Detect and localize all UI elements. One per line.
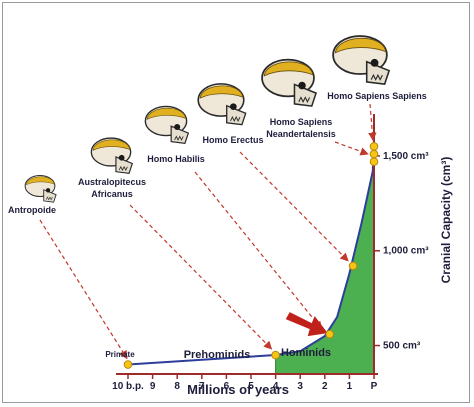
data-point-marker [369, 149, 379, 159]
skull-brain-fill [199, 85, 244, 99]
annotation-homo-erectus: Homo Erectus [202, 135, 263, 145]
data-point-marker [348, 261, 358, 271]
y-tick-label: 500 cm³ [383, 341, 421, 352]
skull-brain-fill [92, 139, 131, 151]
x-tick-label: P [371, 381, 378, 392]
y-tick-label: 1,000 cm³ [383, 246, 429, 257]
skull-brain-fill [146, 107, 187, 120]
cranial-capacity-curve [127, 146, 375, 366]
data-point-marker [123, 360, 133, 369]
australopitecus-skull-icon [90, 137, 134, 174]
region-label-hominids: Hominids [281, 347, 331, 359]
red-highlight-arrow [285, 312, 328, 337]
annotation-australopitecus: Australopitecus [78, 177, 146, 187]
skull-eye-socket [118, 154, 125, 161]
neandertal-skull-icon [261, 58, 318, 107]
x-tick-label: 2 [322, 381, 328, 392]
y-tick-label: 1,500 cm³ [383, 151, 429, 162]
x-tick-label: 10 b.p. [112, 381, 144, 392]
x-tick-label: 3 [297, 381, 303, 392]
dashed-pointer-arrow [239, 151, 349, 262]
y-axis-title: Cranial Capacity (cm³) [439, 157, 453, 284]
x-tick-label: 5 [248, 381, 254, 392]
homo-habilis-skull-icon [144, 105, 190, 145]
data-point-marker [369, 157, 379, 166]
x-tick-label: 8 [174, 381, 180, 392]
x-tick-label: 4 [273, 381, 279, 392]
annotation-homo-sapiens: Homo Sapiens [270, 117, 333, 127]
data-point-marker [325, 329, 335, 339]
dashed-pointer-arrow [368, 103, 377, 142]
homo-sapiens-sapiens-skull-icon [332, 35, 391, 85]
skull-brain-fill [26, 176, 55, 186]
x-tick-label: 9 [150, 381, 156, 392]
dashed-pointer-arrow [334, 141, 369, 156]
x-tick-label: 7 [199, 381, 205, 392]
skull-eye-socket [230, 103, 237, 110]
data-point-marker [271, 350, 280, 360]
skull-eye-socket [370, 58, 379, 67]
annotation-primate: Primate [105, 350, 135, 359]
annotation-homo-sapiens-sapiens: Homo Sapiens Sapiens [327, 91, 427, 101]
x-tick-label: 1 [347, 381, 353, 392]
skull-eye-socket [45, 188, 51, 193]
dashed-pointer-arrow [194, 171, 323, 330]
skull-teeth [174, 135, 184, 141]
skull-brain-fill [263, 61, 314, 77]
annotation-africanus: Africanus [91, 189, 133, 199]
x-axis-title: Millions of years [187, 382, 289, 397]
annotation-homo-habilis: Homo Habilis [147, 154, 205, 164]
data-point-marker [369, 142, 379, 151]
dashed-pointer-arrow [39, 219, 128, 360]
x-tick-label: 6 [224, 381, 230, 392]
skull-eye-socket [174, 124, 181, 131]
antropoide-skull-icon [24, 174, 57, 203]
skull-teeth [118, 165, 128, 171]
figure-border [2, 2, 470, 403]
skull-brain-fill [334, 37, 387, 54]
annotation-antropoide: Antropoide [8, 205, 56, 215]
skull-eye-socket [298, 81, 306, 90]
annotation-neandertalensis: Neandertalensis [266, 129, 336, 139]
skull-teeth [370, 73, 383, 81]
skull-teeth [230, 116, 241, 122]
homo-erectus-skull-icon [197, 83, 247, 126]
skull-teeth [45, 196, 53, 201]
skull-teeth [298, 96, 311, 103]
region-label-prehominids: Prehominids [184, 349, 251, 361]
dashed-pointer-arrow [129, 204, 273, 350]
hominids-area [275, 146, 375, 375]
